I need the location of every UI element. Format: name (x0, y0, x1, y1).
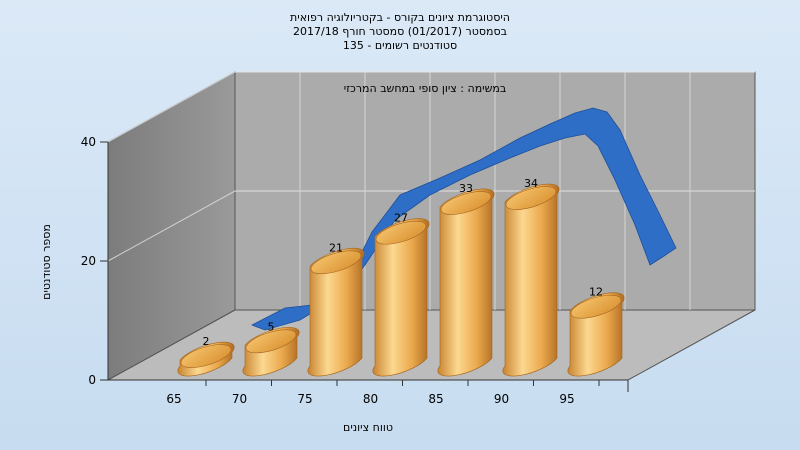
bar-cap (440, 191, 492, 215)
chart-title-line-3: 135 - סטודנטים רשומים (342, 39, 458, 52)
bar: 34 (502, 177, 560, 377)
bar-body (372, 218, 430, 377)
bar-cap (505, 186, 557, 210)
x-tick-label: 90 (494, 392, 509, 406)
curve-ribbon (251, 107, 677, 331)
bar-body (502, 183, 560, 377)
bar-value-label: 5 (268, 320, 275, 333)
x-tick-label: 70 (232, 392, 247, 406)
bar-value-label: 27 (394, 212, 408, 225)
y-tick-label: 20 (81, 254, 96, 268)
bar-body (307, 247, 365, 377)
bar: 12 (567, 286, 625, 377)
y-tick-label: 0 (88, 373, 96, 387)
bar-cap (245, 329, 297, 354)
bar-value-label: 2 (203, 335, 210, 348)
gridline-side (107, 190, 236, 262)
bar-cap (375, 220, 427, 245)
x-axis-label: טווח ציונים (343, 421, 393, 434)
x-tick-label: 75 (297, 392, 312, 406)
bars: 2 5 21 27 33 34 12 (177, 177, 625, 377)
chart-subtitle: במשימה : ציון סופי במחשב המרכזי (344, 82, 507, 95)
bar-body (437, 188, 495, 377)
y-axis-ticks: 0 20 40 (81, 135, 108, 387)
y-axis-label: מספר סטודנטים (40, 224, 53, 300)
bar: 2 (177, 335, 235, 377)
bar-value-label: 33 (459, 182, 473, 195)
y-tick-label: 40 (81, 135, 96, 149)
bar-value-label: 12 (589, 286, 603, 299)
bar-cap (570, 294, 622, 319)
bar-value-label: 34 (524, 177, 538, 190)
chart-title-block: היסטוגרמת ציונים בקורס - בקטריולוגיה רפו… (200, 11, 600, 53)
x-tick-label: 65 (166, 392, 181, 406)
bar-value-label: 21 (329, 241, 343, 254)
x-axis-ticks: 65 70 75 80 85 90 95 (166, 380, 600, 406)
bar-cap (180, 344, 232, 368)
bar-cap (310, 250, 362, 275)
bar: 27 (372, 212, 430, 377)
distribution-curve (251, 107, 677, 331)
chart-title-line-1: היסטוגרמת ציונים בקורס - בקטריולוגיה רפו… (290, 11, 510, 24)
x-tick-label: 85 (428, 392, 443, 406)
bar: 5 (242, 320, 300, 377)
bar: 33 (437, 182, 495, 377)
chart-title-line-2: בסמסטר (01/2017) סמסטר חורף 2017/18 (293, 25, 507, 38)
gridline-side (107, 71, 236, 143)
x-tick-label: 95 (559, 392, 574, 406)
bar: 21 (307, 241, 365, 377)
x-tick-label: 80 (363, 392, 378, 406)
